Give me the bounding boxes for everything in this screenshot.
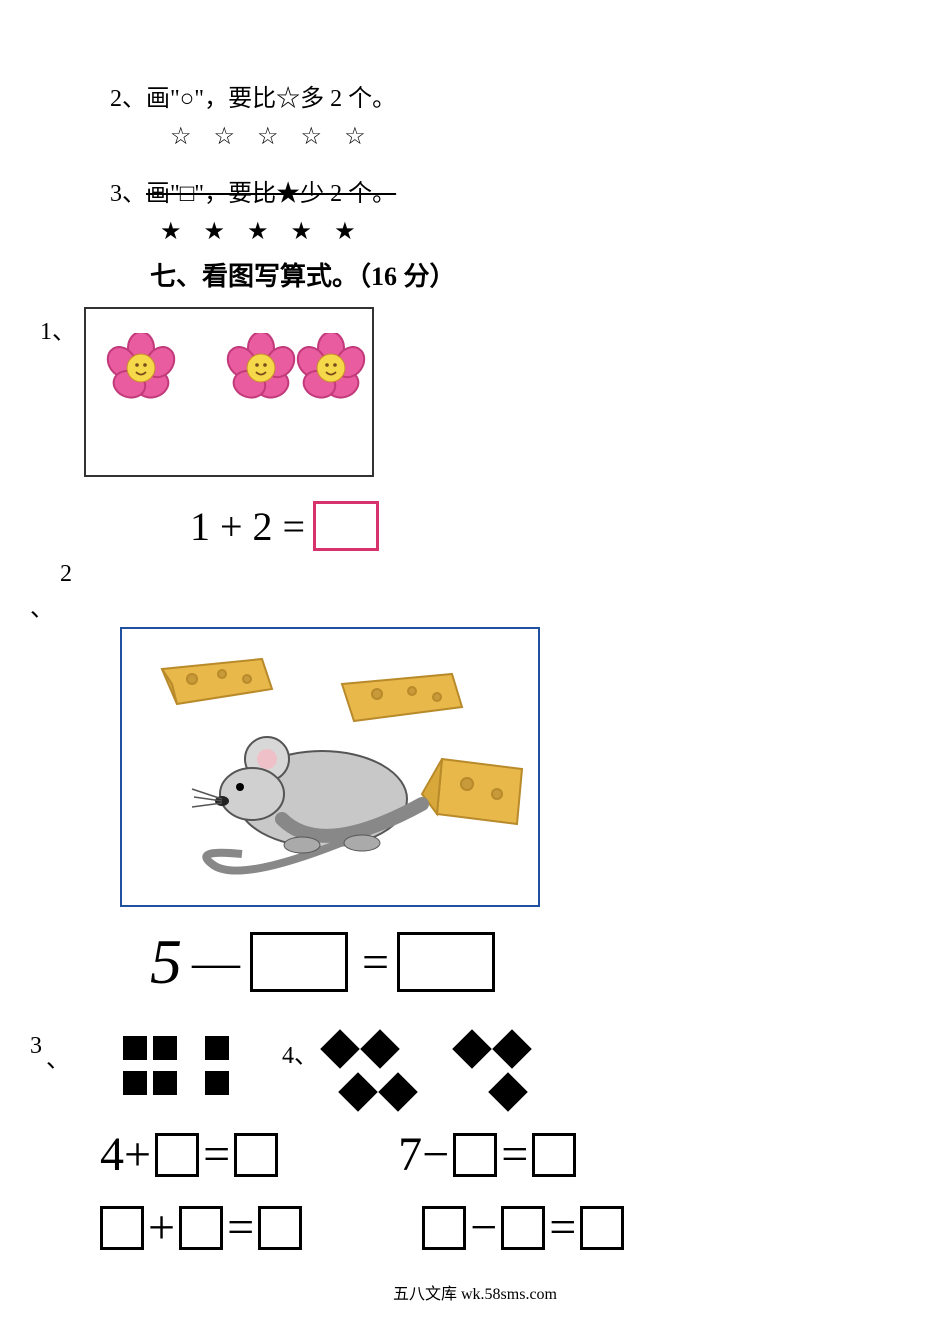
q7-2-num2: 、: [30, 588, 54, 623]
answer-box[interactable]: [453, 1133, 497, 1177]
minus-sign: −: [470, 1200, 497, 1255]
answer-box[interactable]: [501, 1206, 545, 1250]
eq-text: 7−: [398, 1127, 449, 1182]
answer-box[interactable]: [532, 1133, 576, 1177]
answer-box[interactable]: [250, 932, 348, 992]
answer-box[interactable]: [234, 1133, 278, 1177]
q3-stars: ★ ★ ★ ★ ★: [160, 213, 840, 251]
plus-sign: +: [148, 1200, 175, 1255]
q3-prefix: 3、: [110, 181, 146, 207]
answer-box[interactable]: [100, 1206, 144, 1250]
q7-4-label: 4、: [282, 1035, 318, 1070]
eq-text: 1 + 2 =: [190, 503, 305, 550]
q3-line: 3、画"□"，要比★少 2 个。: [110, 175, 840, 213]
q7-3-eq2: + =: [100, 1200, 302, 1255]
eq-5: 5: [150, 925, 182, 999]
equals-sign: =: [549, 1200, 576, 1255]
section7-title: 七、看图写算式。（16 分）: [150, 256, 840, 298]
q2-stars: ☆ ☆ ☆ ☆ ☆: [170, 118, 840, 156]
squares-group: [120, 1033, 232, 1103]
q7-2-figure: [120, 627, 540, 907]
q7-1-equation: 1 + 2 =: [190, 501, 840, 551]
minus-sign: —: [192, 935, 240, 990]
q7-2-num: 2: [60, 561, 72, 588]
eq-text: 4+: [100, 1127, 151, 1182]
answer-box[interactable]: [397, 932, 495, 992]
answer-box[interactable]: [422, 1206, 466, 1250]
equals-sign: =: [227, 1200, 254, 1255]
flower-icon: [106, 333, 176, 403]
equals-sign: =: [203, 1127, 230, 1182]
q7-1-num: 1、: [40, 311, 76, 346]
q3-strike: 画"□"，要比★少 2 个。: [146, 181, 396, 207]
q7-3-num: 3: [30, 1033, 42, 1060]
q7-3-num2: 、: [46, 1039, 70, 1074]
answer-box[interactable]: [258, 1206, 302, 1250]
equals-sign: =: [362, 935, 383, 990]
answer-box[interactable]: [580, 1206, 624, 1250]
answer-box[interactable]: [313, 501, 379, 551]
answer-box[interactable]: [155, 1133, 199, 1177]
q7-4-eq1: 7− =: [398, 1127, 576, 1182]
q7-2-equation: 5 — =: [150, 925, 840, 999]
q7-1-figure: [84, 307, 374, 477]
flower-icon: [226, 333, 296, 403]
mouse-cheese-icon: [122, 629, 538, 905]
equals-sign: =: [501, 1127, 528, 1182]
q2-text: 2、画"○"，要比☆多 2 个。: [110, 80, 840, 118]
q7-3-eq1: 4+ =: [100, 1127, 278, 1182]
flower-icon: [296, 333, 366, 403]
diamonds-group: [324, 1033, 528, 1113]
answer-box[interactable]: [179, 1206, 223, 1250]
page-footer: 五八文库 wk.58sms.com: [0, 1280, 950, 1304]
q7-4-eq2: − =: [422, 1200, 624, 1255]
